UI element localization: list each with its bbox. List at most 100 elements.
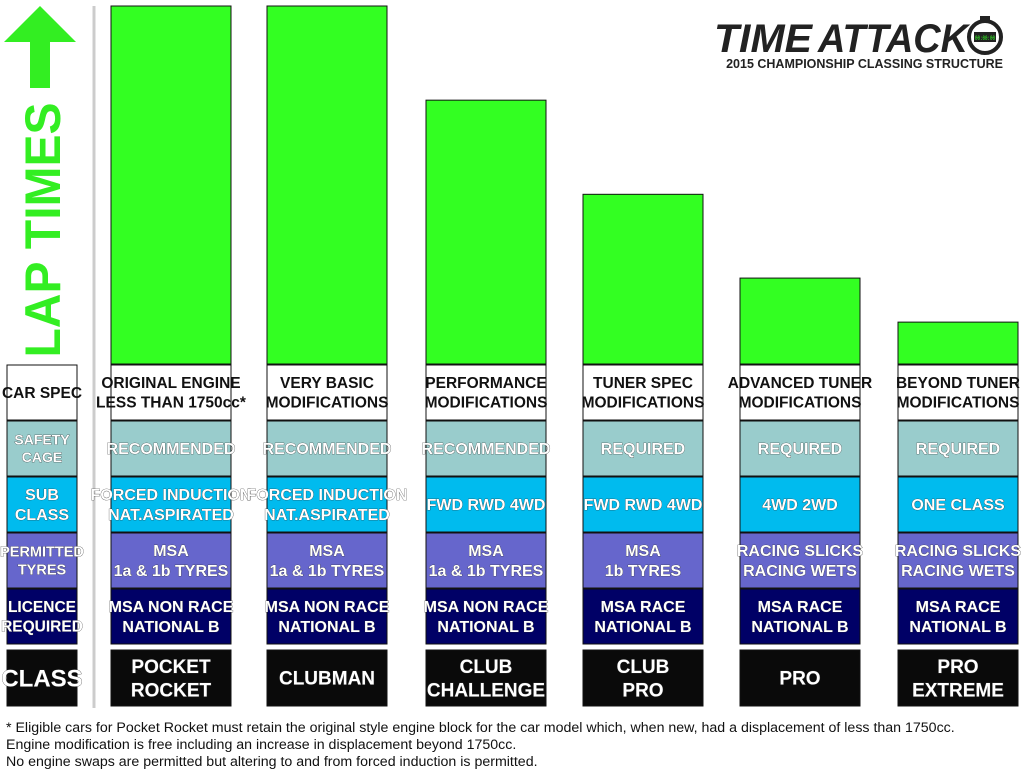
cell-label: MODIFICATIONS <box>425 395 548 412</box>
cell-sub-class <box>110 476 232 533</box>
cell-label: FORCED INDUCTION <box>247 487 408 504</box>
cell-label: 1a & 1b TYRES <box>429 563 544 580</box>
cell-label: FORCED INDUCTION <box>91 487 252 504</box>
cell-safety-cage <box>897 420 1019 477</box>
stopwatch-display <box>974 32 996 42</box>
stopwatch-text: 00:00:00 <box>975 34 995 42</box>
cell-label: 4WD 2WD <box>762 497 838 514</box>
cell-label: RACING SLICKS <box>737 543 864 560</box>
cell-car-spec <box>266 364 388 421</box>
cell-class <box>266 649 388 707</box>
row-header-label: LICENCE <box>8 599 76 616</box>
cell-label: MSA <box>309 543 345 560</box>
row-header-permitted-tyres <box>6 532 78 589</box>
cell-label: POCKET <box>131 657 211 678</box>
cell-label: MODIFICATIONS <box>582 395 705 412</box>
cell-sub-class <box>897 476 1019 533</box>
cell-sub-class <box>266 476 388 533</box>
cell-label: PRO <box>779 669 820 690</box>
cell-label: MSA <box>153 543 189 560</box>
cell-label: 1a & 1b TYRES <box>270 563 385 580</box>
cell-label: BEYOND TUNER <box>896 375 1020 392</box>
cell-permitted-tyres <box>739 532 861 589</box>
row-header-label: CLASS <box>15 507 70 524</box>
row-header-label: CAGE <box>22 449 62 465</box>
cell-permitted-tyres <box>110 532 232 589</box>
cell-licence-required <box>739 588 861 645</box>
cell-label: VERY BASIC <box>280 375 374 392</box>
stopwatch-crown <box>980 16 990 21</box>
cell-label: MODIFICATIONS <box>897 395 1020 412</box>
cell-licence-required <box>425 588 547 645</box>
cell-label: CLUB <box>460 657 513 678</box>
cell-licence-required <box>582 588 704 645</box>
cell-car-spec <box>425 364 547 421</box>
cell-safety-cage <box>110 420 232 477</box>
bar <box>897 321 1019 365</box>
cell-label: MODIFICATIONS <box>739 395 862 412</box>
cell-label: REQUIRED <box>758 441 842 458</box>
cell-label: ONE CLASS <box>911 497 1005 514</box>
row-header-safety-cage <box>6 420 78 477</box>
cell-safety-cage <box>739 420 861 477</box>
logo-word: TIME <box>714 17 813 61</box>
cell-label: ORIGINAL ENGINE <box>101 375 240 392</box>
cell-label: MSA NON RACE <box>424 599 549 616</box>
cell-licence-required <box>266 588 388 645</box>
cell-label: RACING WETS <box>743 563 857 580</box>
cell-label: FWD RWD 4WD <box>427 497 546 514</box>
bar <box>266 5 388 365</box>
cell-label: MSA <box>468 543 504 560</box>
cell-label: NATIONAL B <box>122 619 219 636</box>
cell-label: REQUIRED <box>916 441 1000 458</box>
cell-class <box>897 649 1019 707</box>
cell-label: PRO <box>937 657 978 678</box>
cell-permitted-tyres <box>582 532 704 589</box>
cell-label: CLUB <box>617 657 670 678</box>
subtitle: 2015 CHAMPIONSHIP CLASSING STRUCTURE <box>726 57 1003 71</box>
cell-label: NAT.ASPIRATED <box>108 507 234 524</box>
cell-label: ADVANCED TUNER <box>728 375 872 392</box>
row-header-label: REQUIRED <box>1 619 83 636</box>
logo-word: ATTACK <box>817 17 971 61</box>
cell-licence-required <box>110 588 232 645</box>
cell-label: EXTREME <box>912 681 1004 702</box>
cell-car-spec <box>110 364 232 421</box>
arrow-up-icon <box>4 6 76 88</box>
cell-label: NAT.ASPIRATED <box>264 507 390 524</box>
cell-label: NATIONAL B <box>278 619 375 636</box>
cell-safety-cage <box>582 420 704 477</box>
cell-safety-cage <box>425 420 547 477</box>
footnote-line: * Eligible cars for Pocket Rocket must r… <box>6 720 955 736</box>
cell-permitted-tyres <box>266 532 388 589</box>
bar <box>110 5 232 365</box>
cell-label: MSA RACE <box>916 599 1001 616</box>
cell-label: REQUIRED <box>601 441 685 458</box>
cell-label: ROCKET <box>131 681 212 702</box>
cell-label: FWD RWD 4WD <box>584 497 703 514</box>
cell-label: PERFORMANCE <box>425 375 546 392</box>
cell-label: RECOMMENDED <box>263 441 392 458</box>
cell-label: NATIONAL B <box>594 619 691 636</box>
cell-label: CLUBMAN <box>279 669 375 690</box>
cell-car-spec <box>739 364 861 421</box>
row-header-label: SUB <box>25 487 59 504</box>
row-header-sub-class <box>6 476 78 533</box>
row-header-label: CLASS <box>1 665 82 692</box>
footnote-line: Engine modification is free including an… <box>6 737 517 753</box>
footnote: * Eligible cars for Pocket Rocket must r… <box>6 720 1021 771</box>
cell-safety-cage <box>266 420 388 477</box>
cell-label: 1b TYRES <box>605 563 682 580</box>
cell-class <box>110 649 232 707</box>
cell-class <box>425 649 547 707</box>
cell-label: RACING SLICKS <box>895 543 1022 560</box>
cell-label: LESS THAN 1750cc* <box>96 395 247 412</box>
bar <box>425 99 547 365</box>
cell-label: CHALLENGE <box>427 681 545 702</box>
cell-licence-required <box>897 588 1019 645</box>
row-header-licence-required <box>6 588 78 645</box>
cell-sub-class <box>582 476 704 533</box>
row-header-label: TYRES <box>18 563 67 579</box>
cell-label: RECOMMENDED <box>422 441 551 458</box>
row-header-car-spec <box>6 364 78 421</box>
